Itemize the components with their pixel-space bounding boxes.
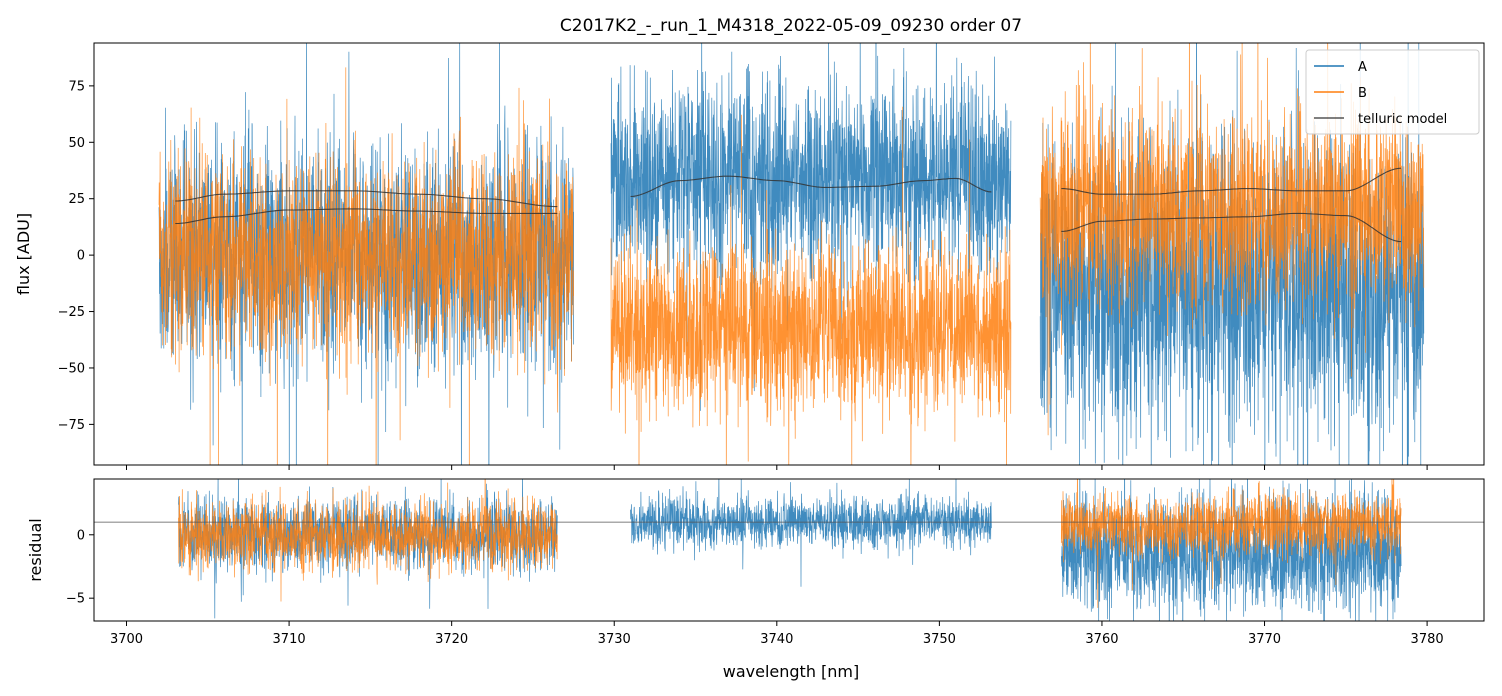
flux-y-tick-label: 75 <box>68 79 85 94</box>
x-tick-label: 3780 <box>1411 632 1444 647</box>
flux-y-tick-label: −75 <box>58 418 85 433</box>
x-tick-label: 3750 <box>923 632 956 647</box>
x-tick-label: 3720 <box>435 632 468 647</box>
residual-y-axis: −5 0 <box>66 528 94 607</box>
telluric-model-upper-segment-2 <box>630 175 992 198</box>
residual-x-axis: 3700 3710 3720 3730 3740 3750 3760 3770 3780 <box>110 621 1444 647</box>
telluric-model-upper-segment-1 <box>175 190 558 208</box>
residual-panel: −5 0 3700 3710 3720 3730 3740 3750 3760 3770 3780… <box>26 478 1485 647</box>
flux-frame <box>93 42 1485 466</box>
residual-frame <box>93 478 1485 622</box>
flux-y-tick-label: 0 <box>77 249 85 264</box>
x-tick-label: 3710 <box>273 632 306 647</box>
flux-panel: −75 −50 −25 0 25 50 75 flux [ADU] A B telluric… <box>14 42 1485 470</box>
x-tick-label: 3760 <box>1085 632 1118 647</box>
flux-y-tick-label: 50 <box>68 136 85 151</box>
x-tick-label: 3770 <box>1248 632 1281 647</box>
legend: A B telluric model <box>1305 49 1480 135</box>
flux-y-tick-label: −50 <box>58 361 85 376</box>
telluric-model-upper-segment-3 <box>1061 167 1402 195</box>
residual-series-a-segment-3 <box>1060 479 1402 621</box>
telluric-model-lower-segment-3 <box>1061 212 1402 243</box>
residual-series-b-segment-1 <box>178 479 558 602</box>
flux-y-tick-label: 25 <box>68 192 85 207</box>
x-tick-label: 3730 <box>598 632 631 647</box>
flux-series-a-segment-2 <box>610 43 1012 411</box>
residual-y-tick-label: −5 <box>66 592 85 607</box>
flux-series-a-segment-1 <box>158 43 574 465</box>
flux-y-tick-label: −25 <box>58 305 85 320</box>
x-tick-label: 3700 <box>110 632 143 647</box>
flux-series-b-segment-1 <box>158 67 574 465</box>
telluric-model-lower-segment-1 <box>175 208 558 225</box>
flux-series-b-segment-2 <box>610 106 1012 465</box>
flux-y-axis: −75 −50 −25 0 25 50 75 <box>58 79 94 433</box>
flux-plot-area <box>158 43 1425 465</box>
flux-series-b-segment-3 <box>1039 43 1425 436</box>
legend-label-telluric-model: telluric model <box>1358 112 1447 127</box>
residual-y-label: residual <box>26 518 45 581</box>
residual-plot-area <box>94 479 1484 621</box>
residual-series-a-segment-2 <box>630 479 992 587</box>
x-axis-label: wavelength [nm] <box>723 662 860 681</box>
flux-x-ticks <box>126 465 1428 470</box>
residual-y-tick-label: 0 <box>77 528 85 543</box>
legend-frame <box>1305 49 1480 135</box>
legend-label-b: B <box>1358 86 1367 101</box>
x-tick-label: 3740 <box>760 632 793 647</box>
residual-series-b-segment-3 <box>1060 479 1402 608</box>
flux-y-label: flux [ADU] <box>14 213 33 295</box>
chart-title: C2017K2_-_run_1_M4318_2022-05-09_09230 o… <box>560 16 1022 36</box>
flux-series-a-segment-3 <box>1039 43 1425 465</box>
legend-label-a: A <box>1358 60 1367 75</box>
